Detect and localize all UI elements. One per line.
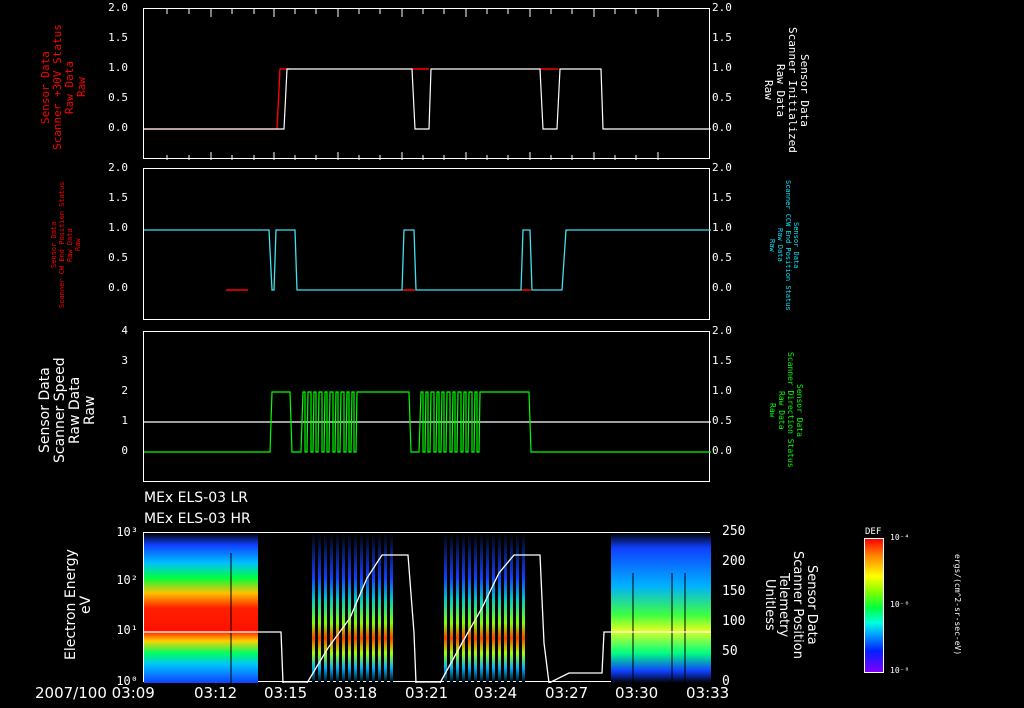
p1-rtick: 1.5 [712,31,732,44]
p2-right-title: Sensor Data Scanner CCW End Position Sta… [768,179,800,311]
plot-cw-ccw-end [144,229,711,291]
p3-rtick: 1.0 [712,384,732,397]
p4-ytick: 10⁰ [116,674,138,688]
p3-ytick: 0 [121,444,128,457]
xtick: 03:27 [545,684,589,702]
colorbar-tick: 10⁻⁶ [890,600,910,609]
p1-right-title: Sensor Data Scanner Initialized Raw Data… [762,27,811,153]
p2-ytick: 0.0 [108,281,128,294]
colorbar-tick: 10⁻⁸ [890,666,910,675]
p1-rtick: 0.0 [712,121,732,134]
p1-ytick: 2.0 [108,1,128,14]
p2-rtick: 1.0 [712,221,732,234]
p4-left-title: Electron Energy eV [63,549,94,661]
p4-ytick: 10³ [116,525,138,539]
p4-rtick: 150 [722,584,746,599]
p3-right-title: Sensor Data Scanner Direction Status Raw… [768,352,804,468]
instrument-label-lr: MEx ELS-03 LR [144,490,249,506]
p1-rtick: 2.0 [712,1,732,14]
p3-rtick: 0.5 [712,414,732,427]
p2-rtick: 1.5 [712,191,732,204]
colorbar-tick: 10⁻⁴ [890,533,910,542]
p4-rtick: 50 [722,644,738,659]
p4-ytick: 10¹ [116,623,138,637]
p1-rtick: 0.5 [712,91,732,104]
p2-rtick: 0.5 [712,251,732,264]
p2-rtick: 0.0 [712,281,732,294]
panel-electron-spectrogram [143,532,711,683]
p3-rtick: 1.5 [712,354,732,367]
p4-rtick: 100 [722,614,746,629]
p1-ytick: 0.5 [108,91,128,104]
colorbar [864,538,884,673]
p3-left-title: Sensor Data Scanner Speed Raw Data Raw [37,357,98,463]
xtick: 03:12 [194,684,238,702]
p3-ytick: 3 [121,354,128,367]
p4-rtick: 200 [722,554,746,569]
panel-scanner-speed [143,331,711,482]
p2-ytick: 0.5 [108,251,128,264]
p3-ytick: 1 [121,414,128,427]
p2-ytick: 1.5 [108,191,128,204]
p4-rtick: 250 [722,524,746,539]
p2-left-title: Sensor Data Scanner CW End Position Stat… [50,181,82,309]
p4-right-title: Sensor Data Scanner Position Telemetry U… [762,551,819,659]
p1-rtick: 1.0 [712,61,732,74]
p1-left-title: Sensor Data Scanner +30V Status Raw Data… [39,24,88,151]
p2-ytick: 1.0 [108,221,128,234]
p3-ytick: 2 [121,384,128,397]
p1-ytick: 0.0 [108,121,128,134]
panel-scanner-end-position [143,168,711,320]
p4-ytick: 10² [116,573,138,587]
p1-ytick: 1.0 [108,61,128,74]
colorbar-title: DEF [865,527,882,537]
plot-speed-direction [144,391,711,453]
p3-rtick: 0.0 [712,444,732,457]
p1-ytick: 1.5 [108,31,128,44]
xtick: 03:15 [264,684,308,702]
p2-rtick: 2.0 [712,161,732,174]
colorbar-unit: ergs/(cm^2-sr-sec-eV) [953,554,962,656]
p3-ytick: 4 [121,324,128,337]
xtick: 03:33 [686,684,730,702]
xtick: 03:18 [334,684,378,702]
p3-rtick: 2.0 [712,324,732,337]
xtick: 03:30 [615,684,659,702]
xtick: 03:24 [474,684,518,702]
p4-rtick: 0 [722,674,730,689]
xtick-start: 2007/100 03:09 [35,684,155,702]
plot-30v-initialized [144,9,711,160]
panel-scanner-30v-status [143,8,711,160]
xtick: 03:21 [405,684,449,702]
instrument-label-hr: MEx ELS-03 HR [144,511,251,527]
spectrogram [144,533,711,683]
p2-ytick: 2.0 [108,161,128,174]
